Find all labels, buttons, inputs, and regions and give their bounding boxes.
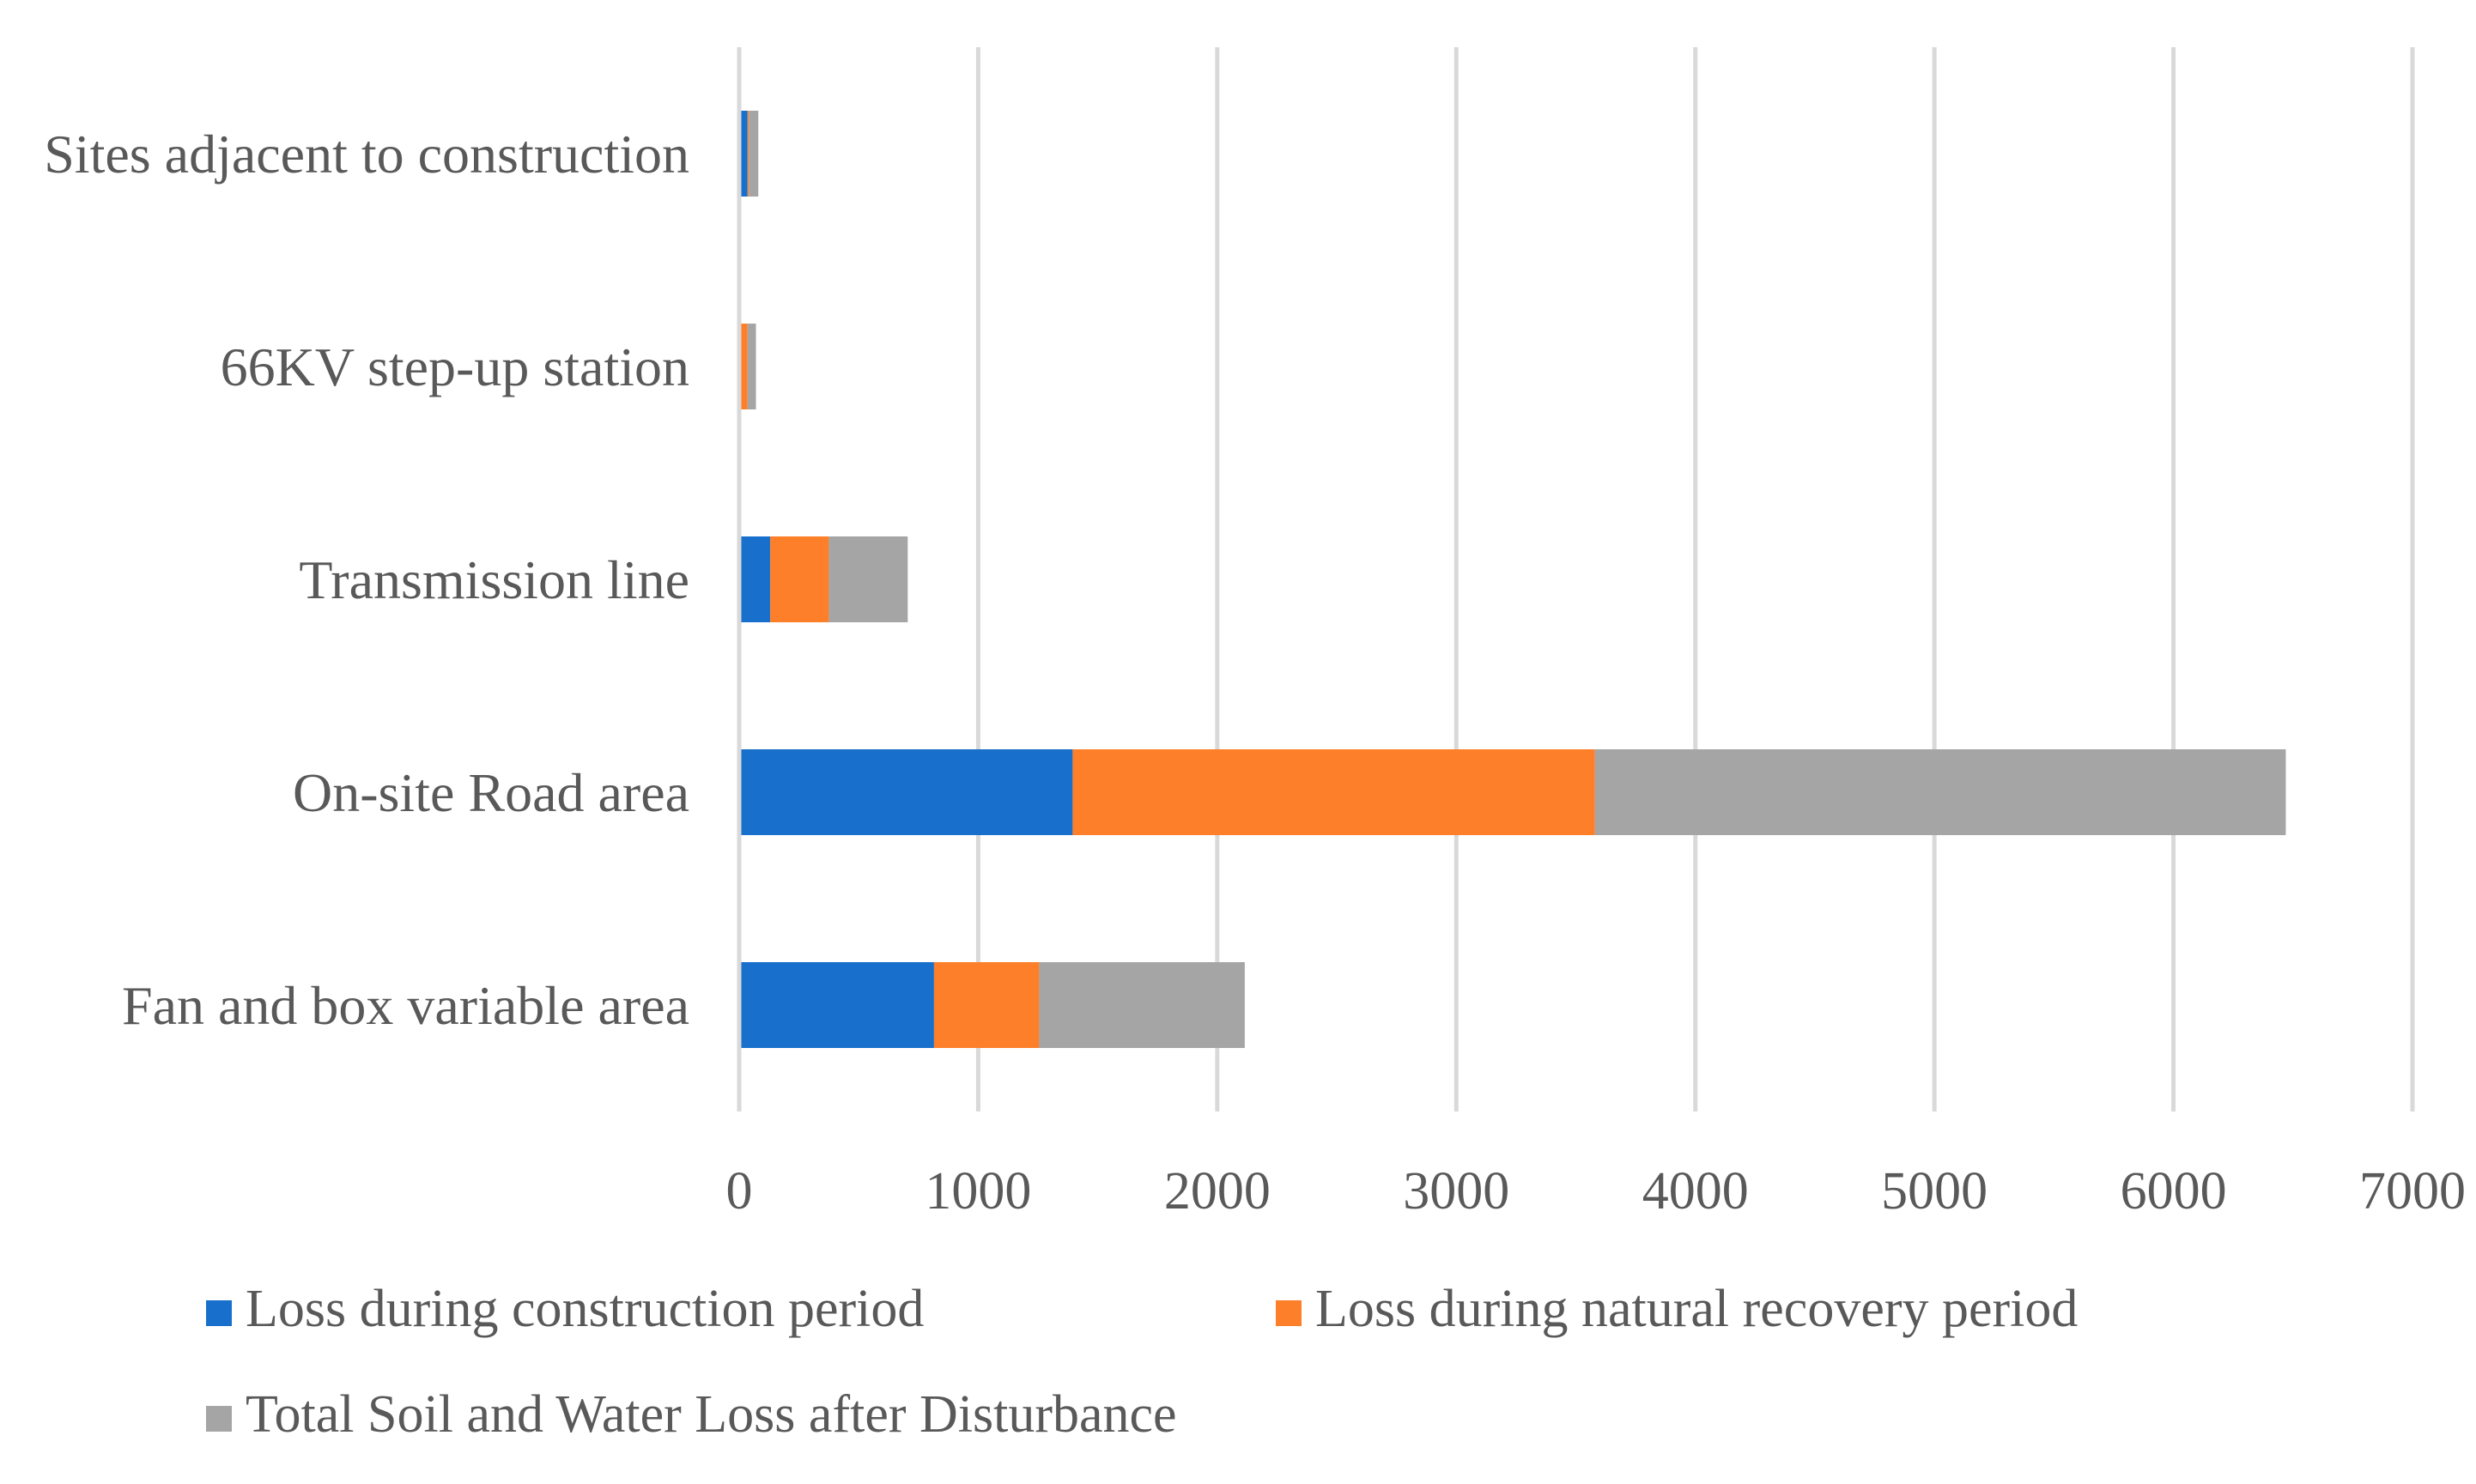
x-tick-label: 4000: [1642, 1162, 1749, 1221]
bar-segment: [770, 536, 829, 622]
x-tick-label: 3000: [1403, 1162, 1509, 1221]
x-tick-label: 5000: [1881, 1162, 1987, 1221]
bar-segment: [1594, 749, 2286, 835]
bar-segment: [739, 111, 748, 197]
bar-segment: [749, 111, 759, 197]
category-label: Sites adjacent to construction: [44, 124, 689, 185]
category-label: 66KV step-up station: [221, 336, 689, 397]
legend: Loss during construction period Loss duri…: [206, 1280, 2078, 1444]
bar-segment: [741, 324, 748, 409]
x-tick-label: 7000: [2359, 1162, 2466, 1221]
bar-segment: [747, 324, 756, 409]
bar-segment: [739, 536, 771, 622]
legend-swatch: [206, 1406, 232, 1432]
legend-label: Loss during construction period: [246, 1280, 924, 1338]
legend-swatch: [1276, 1300, 1302, 1326]
legend-label: Loss during natural recovery period: [1315, 1280, 2078, 1338]
bar-segment: [828, 536, 908, 622]
bar-segment: [1072, 749, 1595, 835]
x-tick-label: 0: [726, 1162, 753, 1221]
legend-swatch: [206, 1300, 232, 1326]
category-label: Fan and box variable area: [122, 975, 689, 1036]
bar-segment: [739, 962, 934, 1048]
x-tick-label: 2000: [1164, 1162, 1271, 1221]
bar-segment: [739, 749, 1073, 835]
bars: [739, 111, 2286, 1048]
gridlines: [737, 47, 2415, 1111]
bar-segment: [747, 111, 749, 197]
axes: 0 1000 2000 3000 4000 5000 6000 7000 Sites adjac…: [44, 47, 2466, 1221]
x-tick-label: 6000: [2121, 1162, 2227, 1221]
category-label: On-site Road area: [293, 762, 689, 823]
x-tick-label: 1000: [925, 1162, 1031, 1221]
category-label: Transmission line: [299, 549, 689, 610]
bar-segment: [933, 962, 1040, 1048]
bar-segment: [1039, 962, 1245, 1048]
legend-label: Total Soil and Water Loss after Disturba…: [246, 1385, 1177, 1444]
